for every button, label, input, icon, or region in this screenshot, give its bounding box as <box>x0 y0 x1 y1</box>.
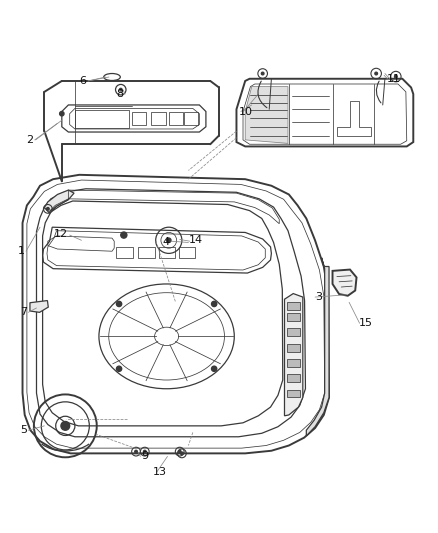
Text: 11: 11 <box>387 74 401 84</box>
Bar <box>179 247 195 258</box>
Circle shape <box>117 301 122 306</box>
Text: 15: 15 <box>359 318 373 328</box>
Circle shape <box>212 301 217 306</box>
Circle shape <box>375 72 378 75</box>
Text: 10: 10 <box>239 107 253 117</box>
Circle shape <box>395 75 397 78</box>
Text: 8: 8 <box>116 89 123 99</box>
Text: 3: 3 <box>315 292 322 302</box>
Text: 12: 12 <box>54 229 68 239</box>
Circle shape <box>46 207 49 210</box>
Bar <box>287 328 300 336</box>
Bar <box>159 247 175 258</box>
Polygon shape <box>245 87 288 143</box>
Circle shape <box>135 450 138 453</box>
Polygon shape <box>44 190 74 213</box>
Text: 14: 14 <box>188 235 202 245</box>
Text: 1: 1 <box>18 246 25 256</box>
Bar <box>138 247 155 258</box>
Text: 7: 7 <box>20 308 27 317</box>
Text: 2: 2 <box>26 135 33 145</box>
Circle shape <box>144 450 146 453</box>
Bar <box>287 390 300 398</box>
Circle shape <box>60 111 64 116</box>
Polygon shape <box>285 294 303 416</box>
Polygon shape <box>306 258 329 436</box>
Bar <box>287 344 300 352</box>
Text: 13: 13 <box>153 467 167 477</box>
Bar <box>151 112 166 125</box>
Circle shape <box>166 238 171 243</box>
Circle shape <box>121 232 127 238</box>
Circle shape <box>212 366 217 372</box>
Bar <box>184 112 198 125</box>
Circle shape <box>61 422 70 430</box>
Circle shape <box>117 366 122 372</box>
Polygon shape <box>30 301 48 312</box>
Text: 4: 4 <box>162 238 170 247</box>
Bar <box>169 112 183 125</box>
Bar <box>287 359 300 367</box>
Circle shape <box>180 452 183 455</box>
Bar <box>287 302 300 310</box>
Circle shape <box>178 450 181 453</box>
Bar <box>132 112 146 125</box>
Circle shape <box>120 88 122 91</box>
Bar <box>287 313 300 321</box>
Bar <box>287 374 300 382</box>
Polygon shape <box>332 270 357 296</box>
Circle shape <box>261 72 264 75</box>
Text: 6: 6 <box>79 76 86 86</box>
Text: 9: 9 <box>141 451 148 462</box>
Bar <box>117 247 133 258</box>
Text: 5: 5 <box>20 425 27 435</box>
